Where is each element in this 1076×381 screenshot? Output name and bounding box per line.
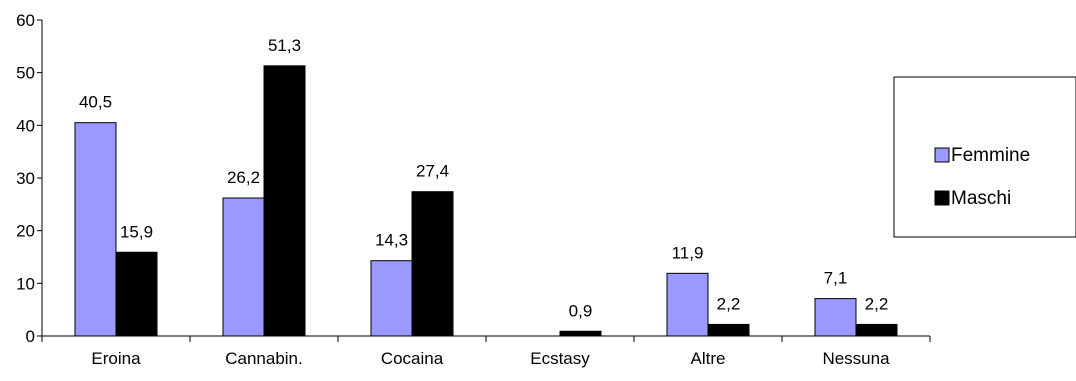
legend-box xyxy=(893,76,1076,238)
data-label-femmine: 14,3 xyxy=(375,231,408,250)
x-axis: Eroina Cannabin. Cocaina Ecstasy Altre Nessun… xyxy=(41,335,931,368)
legend-swatch-femmine xyxy=(934,147,950,163)
x-tick-label: Eroina xyxy=(91,349,141,368)
bar-femmine xyxy=(74,122,117,337)
legend-label-maschi: Maschi xyxy=(951,188,1011,209)
bar-maschi xyxy=(855,323,898,337)
y-tick-label: 20 xyxy=(16,222,35,241)
x-tick-label: Nessuna xyxy=(822,349,890,368)
data-label-maschi: 2,2 xyxy=(865,294,889,313)
bar-maschi xyxy=(559,330,602,337)
bar-maschi xyxy=(263,65,306,337)
data-label-femmine: 11,9 xyxy=(672,243,704,262)
legend-label-femmine: Femmine xyxy=(951,145,1030,166)
x-tick-label: Cocaina xyxy=(381,349,444,368)
x-tick-label: Altre xyxy=(691,349,726,368)
data-label-femmine: 7,1 xyxy=(824,269,848,288)
data-label-maschi: 27,4 xyxy=(416,162,449,181)
y-tick-label: 10 xyxy=(16,274,35,293)
y-tick-label: 60 xyxy=(16,11,35,30)
x-tick-label: Cannabin. xyxy=(225,349,303,368)
data-label-maschi: 2,2 xyxy=(717,294,741,313)
data-label-femmine: 40,5 xyxy=(79,93,112,112)
x-tick-label: Ecstasy xyxy=(530,349,590,368)
legend-swatch-maschi xyxy=(934,190,950,206)
y-axis: 0 10 20 30 40 50 60 xyxy=(16,11,43,346)
legend: Femmine Maschi xyxy=(893,76,1076,238)
data-label-maschi: 0,9 xyxy=(569,301,593,320)
bar-femmine xyxy=(666,272,709,337)
y-tick-label: 40 xyxy=(16,116,35,135)
bar-maschi xyxy=(707,323,750,337)
data-label-maschi: 51,3 xyxy=(268,36,301,55)
bar-femmine xyxy=(814,298,857,337)
bar-maschi xyxy=(115,251,158,337)
data-label-maschi: 15,9 xyxy=(120,222,153,241)
data-labels: 40,5 15,9 26,2 51,3 14,3 27,4 0,9 11,9 2,2 7,1 2,2 xyxy=(79,36,888,320)
y-tick-label: 50 xyxy=(16,64,35,83)
bars xyxy=(74,65,898,337)
bar-maschi xyxy=(411,191,454,337)
y-tick-label: 0 xyxy=(26,327,35,346)
bar-femmine xyxy=(222,197,265,337)
bar-femmine xyxy=(370,260,413,337)
data-label-femmine: 26,2 xyxy=(227,168,260,187)
y-tick-label: 30 xyxy=(16,169,35,188)
